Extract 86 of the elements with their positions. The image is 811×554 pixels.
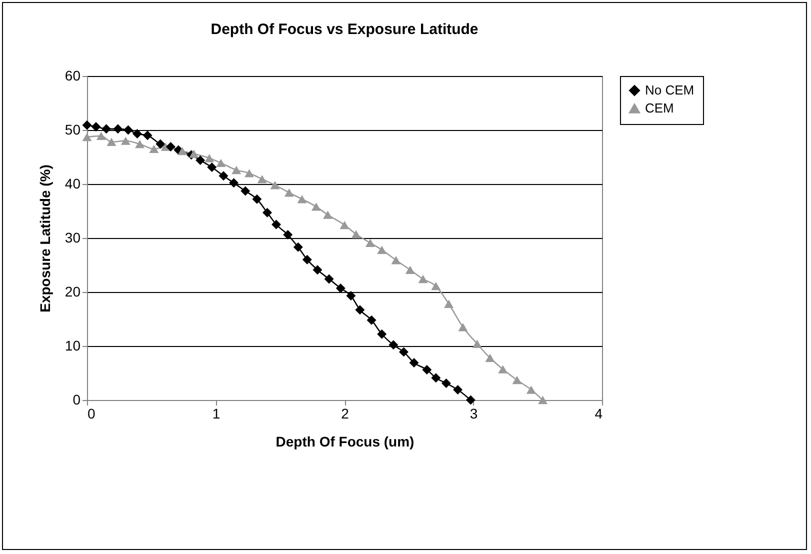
point: [466, 395, 476, 405]
point: [252, 194, 262, 204]
point: [96, 132, 106, 140]
point: [156, 139, 166, 149]
point: [538, 396, 548, 404]
y-tick-label: 30: [64, 230, 81, 246]
y-axis-title: Exposure Latitude (%): [36, 164, 53, 312]
point: [311, 202, 321, 211]
point: [323, 210, 333, 219]
point: [270, 180, 280, 190]
point: [293, 242, 303, 252]
point: [262, 208, 272, 218]
point: [106, 138, 116, 146]
point: [244, 169, 254, 178]
point: [82, 120, 92, 130]
point: [123, 125, 133, 135]
legend-label: No CEM: [645, 82, 694, 98]
point: [444, 300, 454, 308]
point: [526, 386, 536, 394]
y-tick-label: 0: [72, 392, 81, 408]
point: [132, 129, 142, 139]
point: [472, 340, 482, 348]
point: [498, 365, 508, 374]
point: [207, 162, 217, 172]
point: [453, 384, 463, 394]
x-tick-label: 1: [212, 406, 220, 422]
point: [135, 140, 145, 148]
point: [398, 347, 408, 357]
x-tick-label: 0: [88, 406, 96, 422]
point: [391, 256, 401, 264]
point: [377, 329, 387, 339]
point: [405, 266, 415, 274]
point: [346, 291, 356, 301]
point: [297, 195, 307, 204]
point: [422, 365, 432, 375]
point: [418, 274, 428, 284]
point: [324, 274, 334, 284]
point: [512, 376, 522, 384]
point: [302, 254, 312, 264]
point: [218, 171, 228, 181]
point: [284, 188, 294, 197]
point: [178, 146, 188, 156]
point: [355, 305, 365, 315]
point: [166, 142, 176, 152]
point: [336, 283, 346, 293]
point: [340, 220, 350, 230]
point: [312, 265, 322, 275]
point: [458, 322, 468, 332]
point: [196, 155, 206, 165]
point: [377, 246, 387, 254]
point: [91, 122, 101, 132]
point: [204, 154, 214, 162]
point: [485, 354, 495, 362]
y-tick-label: 50: [64, 122, 81, 138]
point: [142, 130, 152, 140]
point: [283, 230, 293, 240]
point: [113, 124, 123, 134]
x-tick-label: 2: [341, 406, 350, 422]
point: [102, 124, 112, 134]
point: [216, 158, 226, 168]
point: [366, 315, 376, 325]
x-tick-label: 3: [470, 406, 478, 422]
point: [149, 144, 159, 154]
point: [82, 132, 92, 142]
y-tick-label: 60: [64, 68, 81, 84]
point: [409, 358, 419, 368]
point: [240, 186, 250, 196]
point: [388, 340, 398, 350]
y-tick-label: 10: [64, 338, 81, 354]
point: [272, 220, 282, 230]
point: [229, 178, 239, 188]
point: [431, 373, 441, 383]
x-axis-title: Depth Of Focus (um): [276, 434, 414, 450]
point: [232, 166, 242, 174]
y-tick-label: 20: [64, 284, 81, 300]
y-tick-label: 40: [64, 176, 81, 192]
point: [351, 230, 361, 238]
point: [120, 136, 130, 145]
x-tick-label: 4: [594, 406, 603, 422]
chart-title: Depth Of Focus vs Exposure Latitude: [210, 21, 478, 38]
point: [189, 150, 199, 158]
point: [257, 175, 267, 184]
legend-label: CEM: [645, 100, 674, 116]
point: [366, 238, 375, 247]
point: [431, 282, 441, 290]
point: [441, 378, 451, 388]
